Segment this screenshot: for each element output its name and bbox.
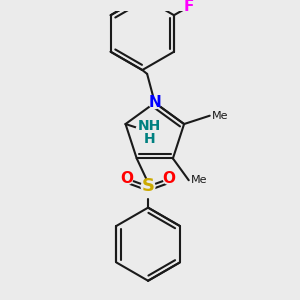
Text: F: F <box>184 0 194 14</box>
Text: Me: Me <box>212 111 228 121</box>
Text: Me: Me <box>191 175 207 185</box>
Text: S: S <box>142 178 154 196</box>
Circle shape <box>141 180 155 193</box>
Circle shape <box>149 97 160 109</box>
Text: H: H <box>143 132 155 146</box>
Text: O: O <box>163 171 176 186</box>
Circle shape <box>183 1 195 12</box>
Circle shape <box>164 173 175 184</box>
Circle shape <box>121 173 133 184</box>
Circle shape <box>136 119 163 146</box>
Text: N: N <box>148 95 161 110</box>
Text: NH: NH <box>138 118 161 133</box>
Text: O: O <box>120 171 134 186</box>
